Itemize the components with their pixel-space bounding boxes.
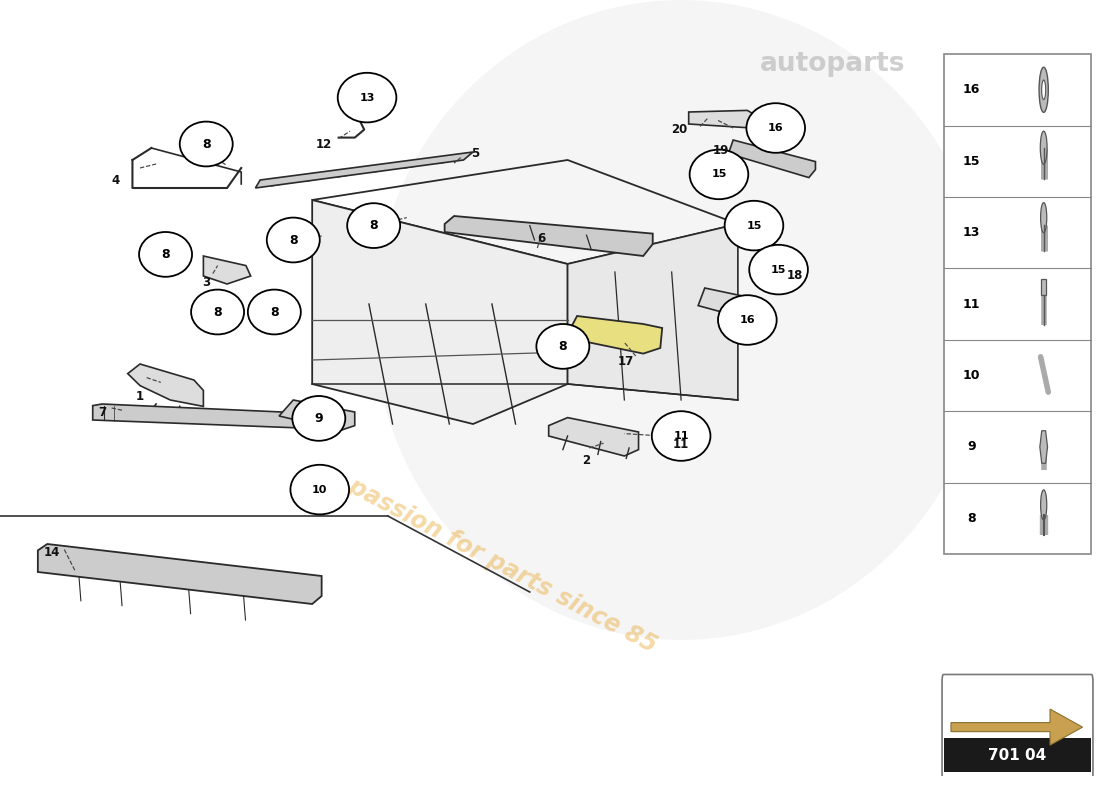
- Text: 6: 6: [537, 232, 546, 245]
- Polygon shape: [279, 400, 354, 430]
- Circle shape: [1042, 80, 1046, 99]
- Polygon shape: [952, 709, 1082, 745]
- Circle shape: [348, 203, 400, 248]
- Text: 16: 16: [739, 315, 756, 325]
- Polygon shape: [689, 110, 757, 128]
- Polygon shape: [204, 256, 251, 284]
- Text: 15: 15: [746, 221, 761, 230]
- Text: 701 04: 701 04: [989, 747, 1046, 762]
- Circle shape: [191, 290, 244, 334]
- Text: 14: 14: [44, 546, 60, 558]
- Text: 20: 20: [671, 123, 688, 136]
- Polygon shape: [255, 152, 473, 188]
- Text: 9: 9: [315, 412, 323, 425]
- Polygon shape: [1040, 430, 1047, 463]
- Circle shape: [290, 465, 349, 514]
- Circle shape: [293, 396, 345, 441]
- Circle shape: [652, 411, 711, 461]
- Text: 16: 16: [768, 123, 783, 133]
- Text: 8: 8: [559, 340, 568, 353]
- Text: 8: 8: [162, 248, 169, 261]
- Text: 8: 8: [270, 306, 278, 318]
- Polygon shape: [776, 262, 790, 288]
- Circle shape: [747, 103, 805, 153]
- Text: 8: 8: [213, 306, 222, 318]
- Text: 9: 9: [967, 441, 976, 454]
- Circle shape: [267, 218, 320, 262]
- Polygon shape: [565, 316, 662, 354]
- Text: 15: 15: [962, 154, 980, 168]
- Ellipse shape: [374, 0, 989, 640]
- Polygon shape: [698, 288, 767, 322]
- Text: autoparts: autoparts: [760, 51, 905, 77]
- Polygon shape: [549, 418, 638, 456]
- Circle shape: [248, 290, 300, 334]
- Text: a passion for parts since 85: a passion for parts since 85: [323, 462, 661, 658]
- Text: 10: 10: [962, 369, 980, 382]
- Text: 13: 13: [360, 93, 375, 102]
- Circle shape: [1041, 202, 1047, 233]
- Circle shape: [139, 232, 192, 277]
- Text: 17: 17: [618, 355, 635, 368]
- Text: 10: 10: [312, 485, 328, 494]
- Text: 19: 19: [713, 144, 729, 157]
- Text: 12: 12: [316, 138, 332, 150]
- Text: 7: 7: [98, 406, 107, 418]
- Text: 11: 11: [673, 431, 689, 441]
- Text: 13: 13: [962, 226, 980, 239]
- Text: 8: 8: [202, 138, 210, 150]
- Circle shape: [1041, 131, 1047, 164]
- Text: 5: 5: [471, 147, 478, 160]
- Text: 11: 11: [962, 298, 980, 310]
- Polygon shape: [444, 216, 652, 256]
- FancyBboxPatch shape: [944, 54, 1091, 554]
- Text: 8: 8: [967, 512, 976, 525]
- Text: 8: 8: [370, 219, 378, 232]
- Circle shape: [690, 150, 748, 199]
- Polygon shape: [568, 224, 738, 400]
- Text: 4: 4: [111, 174, 120, 186]
- Text: 2: 2: [583, 454, 591, 466]
- Text: 11: 11: [673, 438, 690, 450]
- Circle shape: [718, 295, 777, 345]
- Text: 3: 3: [202, 276, 210, 289]
- Polygon shape: [37, 544, 321, 604]
- FancyBboxPatch shape: [1041, 278, 1046, 295]
- Polygon shape: [312, 200, 568, 424]
- Circle shape: [338, 73, 396, 122]
- Text: 16: 16: [962, 83, 980, 96]
- FancyBboxPatch shape: [942, 674, 1093, 780]
- Circle shape: [1041, 490, 1047, 520]
- Polygon shape: [128, 364, 204, 406]
- Circle shape: [1040, 67, 1048, 112]
- Polygon shape: [92, 404, 336, 429]
- Circle shape: [537, 324, 590, 369]
- Text: 18: 18: [786, 269, 803, 282]
- Polygon shape: [728, 140, 815, 178]
- Text: 8: 8: [289, 234, 298, 246]
- Text: 1: 1: [136, 390, 144, 402]
- FancyBboxPatch shape: [944, 738, 1091, 772]
- Circle shape: [749, 245, 807, 294]
- Text: 15: 15: [771, 265, 786, 274]
- Text: 15: 15: [712, 170, 727, 179]
- Circle shape: [725, 201, 783, 250]
- Circle shape: [179, 122, 233, 166]
